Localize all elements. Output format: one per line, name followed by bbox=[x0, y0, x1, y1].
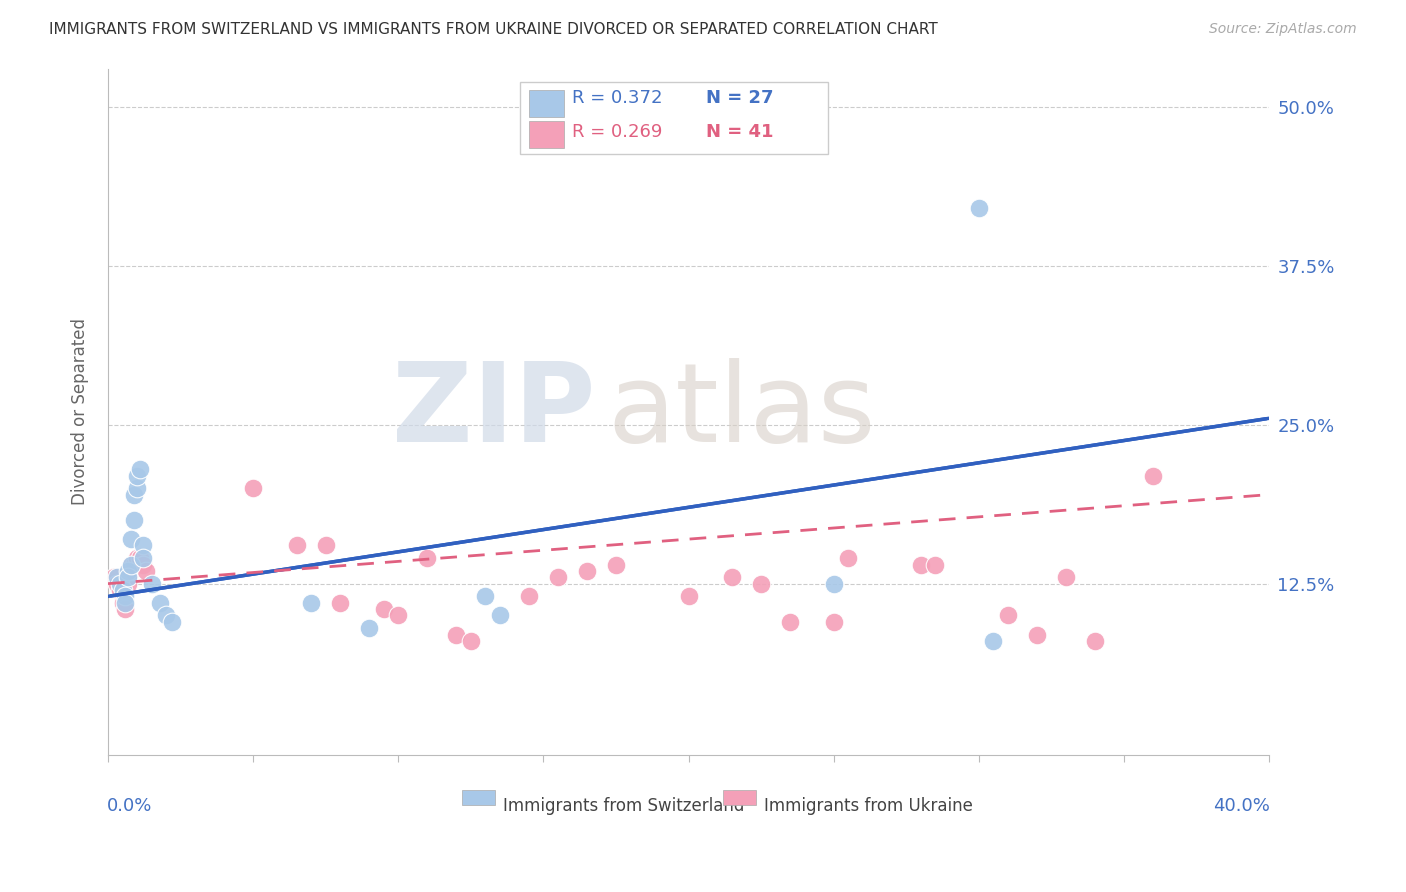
FancyBboxPatch shape bbox=[723, 789, 756, 805]
Point bbox=[387, 608, 409, 623]
Point bbox=[489, 608, 512, 623]
Point bbox=[103, 570, 125, 584]
Point bbox=[605, 558, 627, 572]
Point bbox=[117, 576, 139, 591]
FancyBboxPatch shape bbox=[530, 121, 564, 147]
Point bbox=[160, 615, 183, 629]
Point bbox=[132, 539, 155, 553]
Point bbox=[108, 582, 131, 597]
Point bbox=[329, 596, 352, 610]
Text: Immigrants from Ukraine: Immigrants from Ukraine bbox=[763, 797, 973, 814]
Point bbox=[105, 576, 128, 591]
Point bbox=[474, 590, 496, 604]
Point bbox=[120, 558, 142, 572]
Point bbox=[132, 558, 155, 572]
Point bbox=[1142, 468, 1164, 483]
Point bbox=[122, 513, 145, 527]
Point bbox=[125, 468, 148, 483]
Point bbox=[967, 202, 990, 216]
Text: N = 41: N = 41 bbox=[706, 123, 773, 142]
Point bbox=[749, 576, 772, 591]
Text: R = 0.372: R = 0.372 bbox=[572, 89, 662, 107]
Text: Source: ZipAtlas.com: Source: ZipAtlas.com bbox=[1209, 22, 1357, 37]
Text: R = 0.269: R = 0.269 bbox=[572, 123, 662, 142]
Point bbox=[547, 570, 569, 584]
Point bbox=[779, 615, 801, 629]
Point bbox=[1084, 633, 1107, 648]
Point bbox=[105, 570, 128, 584]
Point bbox=[111, 596, 134, 610]
Point bbox=[149, 596, 172, 610]
Text: atlas: atlas bbox=[607, 359, 876, 466]
Point bbox=[114, 602, 136, 616]
Text: Immigrants from Switzerland: Immigrants from Switzerland bbox=[503, 797, 744, 814]
Point bbox=[132, 551, 155, 566]
Point bbox=[315, 539, 337, 553]
Point bbox=[117, 564, 139, 578]
Point bbox=[446, 627, 468, 641]
Point bbox=[981, 633, 1004, 648]
Point bbox=[1054, 570, 1077, 584]
FancyBboxPatch shape bbox=[530, 90, 564, 117]
Point bbox=[575, 564, 598, 578]
Point bbox=[117, 570, 139, 584]
Point bbox=[117, 570, 139, 584]
FancyBboxPatch shape bbox=[463, 789, 495, 805]
Point bbox=[517, 590, 540, 604]
Point bbox=[155, 608, 177, 623]
Point bbox=[122, 558, 145, 572]
Point bbox=[114, 596, 136, 610]
Point bbox=[114, 590, 136, 604]
Point bbox=[120, 564, 142, 578]
Point bbox=[823, 615, 845, 629]
Point bbox=[997, 608, 1019, 623]
Point bbox=[120, 558, 142, 572]
Point bbox=[299, 596, 322, 610]
Point bbox=[111, 590, 134, 604]
Point bbox=[359, 621, 381, 635]
Point bbox=[122, 487, 145, 501]
Point bbox=[373, 602, 395, 616]
Point bbox=[242, 481, 264, 495]
Point bbox=[910, 558, 932, 572]
Point bbox=[111, 582, 134, 597]
Point bbox=[678, 590, 700, 604]
Point bbox=[129, 551, 152, 566]
Point bbox=[120, 532, 142, 546]
Point bbox=[285, 539, 308, 553]
FancyBboxPatch shape bbox=[520, 82, 828, 154]
Point bbox=[416, 551, 439, 566]
Text: 0.0%: 0.0% bbox=[107, 797, 152, 814]
Point bbox=[460, 633, 482, 648]
Point bbox=[129, 462, 152, 476]
Point bbox=[721, 570, 744, 584]
Point bbox=[125, 481, 148, 495]
Point bbox=[135, 564, 157, 578]
Point bbox=[924, 558, 946, 572]
Point bbox=[823, 576, 845, 591]
Text: 40.0%: 40.0% bbox=[1213, 797, 1270, 814]
Text: ZIP: ZIP bbox=[392, 359, 596, 466]
Point bbox=[837, 551, 859, 566]
Text: N = 27: N = 27 bbox=[706, 89, 773, 107]
Point bbox=[108, 576, 131, 591]
Y-axis label: Divorced or Separated: Divorced or Separated bbox=[72, 318, 89, 506]
Text: IMMIGRANTS FROM SWITZERLAND VS IMMIGRANTS FROM UKRAINE DIVORCED OR SEPARATED COR: IMMIGRANTS FROM SWITZERLAND VS IMMIGRANT… bbox=[49, 22, 938, 37]
Point bbox=[1025, 627, 1047, 641]
Point bbox=[125, 551, 148, 566]
Point bbox=[141, 576, 163, 591]
